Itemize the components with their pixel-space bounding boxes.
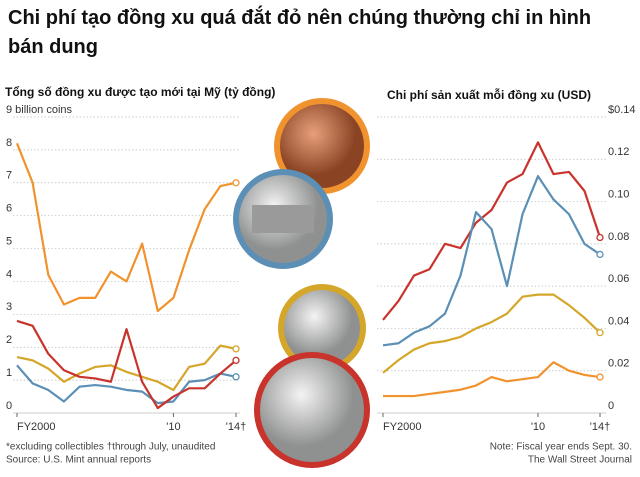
y-tick-label: 0.12 [608,146,629,158]
y-tick-label: 4 [6,268,12,280]
end-marker [232,356,240,365]
series-line [382,293,601,374]
nickel-building [252,205,314,233]
end-marker [596,329,604,337]
note: The Wall Street Journal [528,455,632,466]
note: Note: Fiscal year ends Sept. 30. [490,442,632,453]
y-tick-label: 0 [608,400,614,412]
quarter [260,358,364,462]
end-marker [596,250,604,259]
axis-title: Chi phí sản xuất mỗi đồng xu (USD) [387,87,591,102]
y-tick-label: 0.02 [608,358,629,370]
x-tick-label: '10 [166,421,180,433]
series-line [16,344,237,392]
note: Source: U.S. Mint annual reports [6,455,151,466]
y-tick-label: 8 [6,137,12,149]
end-marker [232,373,240,381]
y-tick-label: 3 [6,301,12,313]
end-marker [596,373,604,381]
axis-title: Tổng số đồng xu được tạo mới tại Mỹ (tỷ … [5,85,275,99]
y-tick-label: 0.06 [608,273,629,285]
series-line [383,361,601,398]
note: *excluding collectibles †through July, u… [6,442,215,453]
end-marker [596,233,604,242]
y-tick-label: 0 [6,400,12,412]
end-marker [232,345,240,353]
x-tick-label: '14† [590,421,610,433]
y-tick-label: 2 [6,334,12,346]
series-line [16,364,237,405]
series-line [382,141,602,321]
x-tick-label: '14† [226,421,246,433]
y-tick-label: 0.04 [608,315,629,327]
series-line [16,319,237,410]
dime [284,290,360,366]
x-tick-label: FY2000 [17,421,56,433]
y-tick-label: $0.14 [608,104,636,116]
y-tick-label: 7 [6,170,12,182]
coins [233,98,370,468]
y-tick-label: 1 [6,367,12,379]
series-line [15,142,237,313]
x-tick-label: '10 [531,421,545,433]
x-tick-label: FY2000 [383,421,422,433]
end-marker [232,179,240,187]
y-tick-label: 0.08 [608,231,629,243]
y-tick-label: 6 [6,203,12,215]
y-tick-label: 0.10 [608,188,629,200]
y-tick-label: 5 [6,235,12,247]
series-line [382,175,601,347]
y-tick-label: 9 billion coins [6,104,73,116]
penny [280,104,364,188]
page-title: Chi phí tạo đồng xu quá đắt đỏ nên chúng… [8,7,592,58]
